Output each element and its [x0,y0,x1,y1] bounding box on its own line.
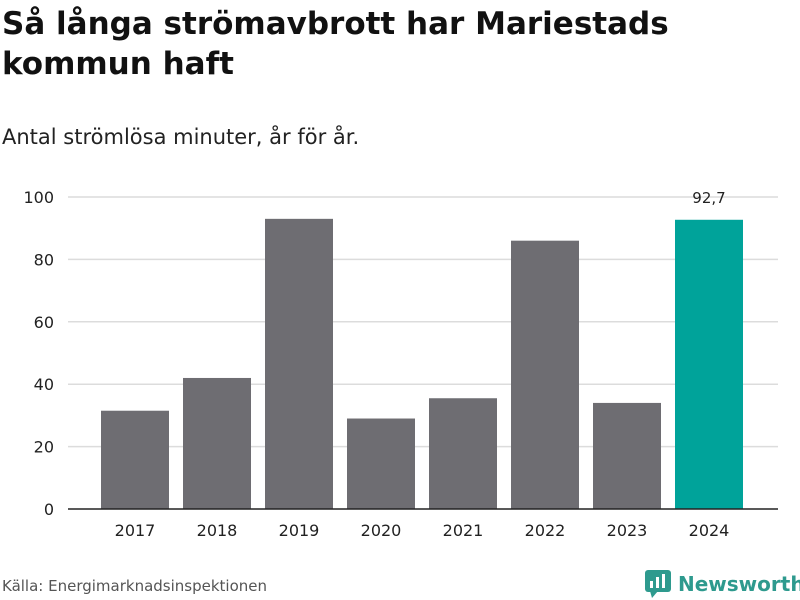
chart-subtitle: Antal strömlösa minuter, år för år. [2,125,360,149]
y-tick-label: 80 [34,250,54,269]
newsworthy-icon [645,570,671,598]
y-tick-label: 0 [44,500,54,519]
y-tick-label: 40 [34,375,54,394]
x-tick-label: 2022 [525,521,566,540]
bar-chart: 0 20 40 60 80 100 2017 2018 2019 2020 2021 2022 2023… [23,188,778,540]
bar [265,218,333,509]
bar [347,418,415,509]
y-tick-label: 60 [34,313,54,332]
data-label: 92,7 [692,189,725,207]
y-tick-label: 100 [23,188,54,207]
x-tick-label: 2017 [115,521,156,540]
bar [593,402,661,509]
bar [183,377,251,509]
chart-title: Så långa strömavbrott har Mariestads kom… [2,6,669,82]
x-tick-label: 2020 [361,521,402,540]
x-tick-label: 2018 [197,521,238,540]
x-tick-label: 2019 [279,521,320,540]
bar [101,410,169,509]
bar [511,240,579,509]
brand-name: Newsworthy [678,572,800,596]
y-tick-label: 20 [34,438,54,457]
x-tick-label: 2024 [689,521,730,540]
x-tick-label: 2021 [443,521,484,540]
x-tick-label: 2023 [607,521,648,540]
bar [675,219,743,509]
bar [429,398,497,509]
brand-logo: Newsworthy [644,568,800,600]
source-note: Källa: Energimarknadsinspektionen [2,577,268,595]
